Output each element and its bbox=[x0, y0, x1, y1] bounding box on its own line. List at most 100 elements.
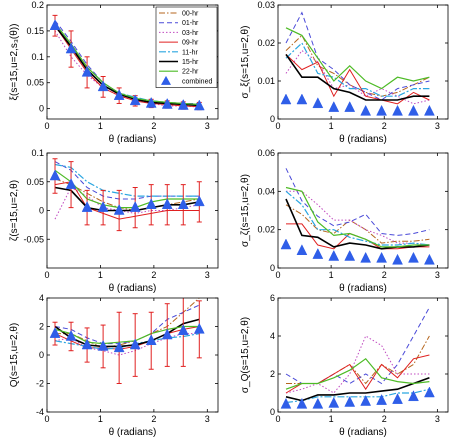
combined-marker bbox=[312, 97, 324, 109]
combined-marker bbox=[328, 249, 340, 261]
series-line-03-hr bbox=[54, 333, 200, 356]
plot-area bbox=[49, 14, 205, 111]
combined-marker bbox=[97, 80, 109, 92]
combined-marker bbox=[161, 328, 173, 340]
legend-label: 15-hr bbox=[182, 59, 199, 66]
legend: 00-hr 01-hr 03-hr 09-hr 11-hr 15-hr 22-hr combi… bbox=[155, 6, 218, 88]
combined-marker bbox=[145, 198, 157, 209]
y-tick-label: 0.02 bbox=[257, 38, 275, 48]
combined-marker bbox=[376, 104, 387, 116]
x-axis-label: θ (radians) bbox=[339, 134, 387, 145]
plot-area bbox=[49, 298, 205, 384]
y-tick-label: 0.06 bbox=[257, 148, 275, 158]
combined-marker bbox=[392, 393, 403, 404]
x-tick-label: 2 bbox=[382, 270, 387, 280]
x-tick-label: 3 bbox=[435, 121, 440, 131]
axes-frame bbox=[46, 297, 219, 413]
combined-marker bbox=[296, 397, 308, 409]
x-axis-label: θ (radians) bbox=[109, 134, 157, 145]
x-tick-label: 3 bbox=[435, 414, 440, 424]
y-tick-label: 0.01 bbox=[257, 76, 275, 86]
x-axis-label: θ (radians) bbox=[339, 427, 387, 438]
plot-area bbox=[280, 11, 435, 116]
legend-label: 00-hr bbox=[182, 11, 199, 18]
combined-marker bbox=[65, 42, 77, 54]
series-line-15-hr bbox=[285, 377, 430, 402]
combined-marker bbox=[424, 104, 435, 116]
combined-marker bbox=[193, 322, 205, 334]
panel-2: 0 1 2 3 0 0.01 0.02 0.03 θ (radians) σ_ξ(s=15,u=2… bbox=[240, 0, 449, 145]
combined-marker bbox=[49, 327, 61, 338]
combined-marker bbox=[328, 101, 340, 112]
series-line-22-hr bbox=[54, 325, 200, 345]
y-tick-label: 0.02 bbox=[257, 225, 275, 235]
series-line-09-hr bbox=[54, 181, 200, 220]
y-axis-label: Q(s=15,u=2,θ) bbox=[9, 323, 20, 387]
x-tick-label: 1 bbox=[329, 121, 334, 131]
combined-marker bbox=[280, 397, 292, 409]
series-line-01-hr bbox=[54, 161, 200, 200]
combined-marker bbox=[392, 253, 403, 265]
y-tick-label: -4 bbox=[36, 407, 44, 417]
x-tick-label: 2 bbox=[151, 121, 156, 131]
x-tick-label: 2 bbox=[151, 414, 156, 424]
legend-label: 03-hr bbox=[182, 30, 199, 37]
series-line-11-hr bbox=[54, 163, 200, 197]
combined-marker bbox=[81, 201, 93, 212]
y-tick-label: -0.05 bbox=[23, 234, 44, 244]
series-line-03-hr bbox=[285, 335, 430, 394]
axes-frame bbox=[46, 4, 219, 120]
x-tick-label: 0 bbox=[275, 414, 280, 424]
panel-5: 0 1 2 3 -4 -2 0 2 4 θ (radians) Q(s=15,u=2,θ) bbox=[9, 293, 219, 438]
series-line-09-hr bbox=[54, 25, 200, 108]
combined-marker bbox=[193, 99, 205, 111]
combined-marker bbox=[344, 249, 356, 261]
plot-area bbox=[280, 307, 435, 409]
combined-marker bbox=[161, 198, 173, 209]
x-tick-label: 1 bbox=[98, 270, 103, 280]
combined-marker bbox=[296, 93, 308, 105]
combined-marker bbox=[360, 394, 372, 406]
combined-marker bbox=[392, 104, 403, 116]
combined-marker bbox=[376, 251, 387, 263]
series-line-03-hr bbox=[285, 49, 430, 105]
combined-marker bbox=[408, 390, 419, 402]
combined-marker bbox=[81, 65, 93, 77]
y-tick-label: 0.1 bbox=[31, 148, 44, 158]
x-tick-label: 2 bbox=[382, 414, 387, 424]
series-line-01-hr bbox=[54, 304, 200, 345]
x-tick-label: 0 bbox=[44, 121, 49, 131]
combined-marker bbox=[280, 238, 292, 250]
series-line-00-hr bbox=[285, 204, 430, 244]
panel-4: 0 1 2 3 0 0.02 0.04 0.06 θ (radians) σ_ζ(s=15,u=2… bbox=[240, 148, 449, 294]
axes-frame bbox=[46, 152, 219, 269]
combined-marker bbox=[408, 251, 419, 263]
y-tick-label: 0.04 bbox=[257, 186, 275, 196]
combined-marker bbox=[280, 93, 292, 105]
y-tick-label: 0 bbox=[270, 114, 275, 124]
series-line-22-hr bbox=[54, 22, 200, 106]
combined-marker bbox=[408, 104, 419, 116]
series-line-11-hr bbox=[285, 42, 430, 97]
series-line-03-hr bbox=[286, 190, 430, 246]
combined-marker bbox=[161, 97, 173, 109]
combined-marker bbox=[113, 341, 125, 353]
y-axis-label: ξ(s=15,u=2,s₃(θ)) bbox=[9, 24, 20, 101]
x-axis-label: θ (radians) bbox=[109, 427, 157, 438]
plot-area bbox=[49, 158, 205, 232]
series-line-15-hr bbox=[285, 53, 430, 101]
y-axis-label: σ_ζ(s=15,u=2,θ) bbox=[240, 174, 251, 247]
legend-box bbox=[155, 6, 218, 88]
x-tick-label: 3 bbox=[205, 121, 210, 131]
x-tick-label: 0 bbox=[275, 121, 280, 131]
y-tick-label: 0 bbox=[39, 104, 44, 114]
combined-marker bbox=[65, 178, 77, 189]
y-tick-label: 0 bbox=[270, 407, 275, 417]
axes-frame bbox=[277, 297, 449, 413]
x-tick-label: 1 bbox=[98, 414, 103, 424]
x-axis-label: θ (radians) bbox=[109, 283, 157, 294]
y-tick-label: 2 bbox=[270, 369, 275, 379]
series-line-01-hr bbox=[285, 168, 430, 236]
x-tick-label: 0 bbox=[44, 270, 49, 280]
